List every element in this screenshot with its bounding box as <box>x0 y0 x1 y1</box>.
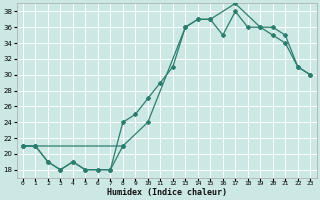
X-axis label: Humidex (Indice chaleur): Humidex (Indice chaleur) <box>107 188 227 197</box>
